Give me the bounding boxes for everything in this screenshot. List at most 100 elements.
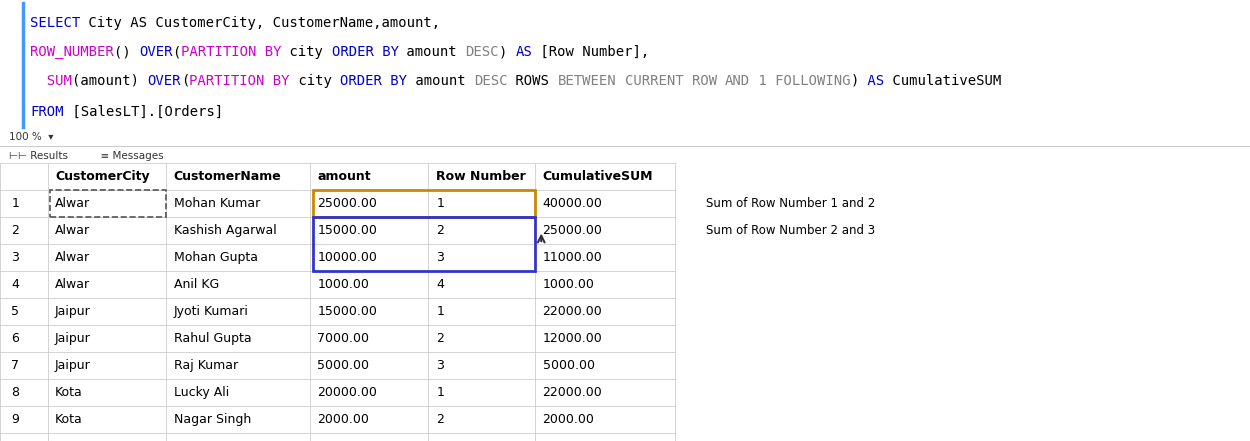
Text: 7000.00: 7000.00 <box>318 332 370 345</box>
Text: (amount): (amount) <box>72 74 148 88</box>
Text: 8: 8 <box>11 386 19 399</box>
Text: ≡ Messages: ≡ Messages <box>94 151 164 161</box>
Text: ORDER BY: ORDER BY <box>331 45 399 59</box>
Text: ROW_NUMBER: ROW_NUMBER <box>30 45 114 59</box>
Text: 2: 2 <box>11 224 19 237</box>
Text: 3: 3 <box>436 359 444 372</box>
Text: AS: AS <box>859 74 884 88</box>
Text: Jaipur: Jaipur <box>55 359 91 372</box>
Text: Alwar: Alwar <box>55 197 90 210</box>
Text: ⊢⊢ Results: ⊢⊢ Results <box>9 151 68 161</box>
Text: 6: 6 <box>11 332 19 345</box>
Text: 1: 1 <box>436 386 444 399</box>
Text: 10000.00: 10000.00 <box>318 251 378 264</box>
Text: CURRENT ROW: CURRENT ROW <box>625 74 716 88</box>
Text: Rahul Gupta: Rahul Gupta <box>174 332 251 345</box>
Text: City AS CustomerCity, CustomerName,amount,: City AS CustomerCity, CustomerName,amoun… <box>80 16 440 30</box>
Text: SUM: SUM <box>30 74 72 88</box>
Text: 20000.00: 20000.00 <box>318 386 378 399</box>
Text: 22000.00: 22000.00 <box>542 386 602 399</box>
Text: PARTITION BY: PARTITION BY <box>181 45 281 59</box>
Text: 2000.00: 2000.00 <box>318 413 370 426</box>
Text: OVER: OVER <box>139 45 172 59</box>
Text: OVER: OVER <box>148 74 181 88</box>
Text: Lucky Ali: Lucky Ali <box>174 386 229 399</box>
Text: amount: amount <box>399 45 465 59</box>
Text: Kota: Kota <box>55 386 82 399</box>
Text: Sum of Row Number 2 and 3: Sum of Row Number 2 and 3 <box>706 224 875 237</box>
Text: Sum of Row Number 1 and 2: Sum of Row Number 1 and 2 <box>706 197 875 210</box>
Text: CumulativeSUM: CumulativeSUM <box>884 74 1001 88</box>
Text: 5000.00: 5000.00 <box>542 359 595 372</box>
Text: [Row Number],: [Row Number], <box>532 45 650 59</box>
Text: Kota: Kota <box>55 413 82 426</box>
Text: Alwar: Alwar <box>55 224 90 237</box>
Text: 1000.00: 1000.00 <box>318 278 370 291</box>
Text: Row Number: Row Number <box>436 170 526 183</box>
Text: DESC: DESC <box>465 45 499 59</box>
Text: CumulativeSUM: CumulativeSUM <box>542 170 652 183</box>
Text: 3: 3 <box>11 251 19 264</box>
Text: SELECT: SELECT <box>30 16 80 30</box>
Text: [SalesLT].[Orders]: [SalesLT].[Orders] <box>64 105 222 119</box>
Text: 1: 1 <box>436 305 444 318</box>
Text: 1: 1 <box>11 197 19 210</box>
Text: 2: 2 <box>436 224 444 237</box>
Text: 25000.00: 25000.00 <box>318 197 378 210</box>
Text: Anil KG: Anil KG <box>174 278 219 291</box>
Text: (: ( <box>173 45 181 59</box>
Text: 11000.00: 11000.00 <box>542 251 602 264</box>
Text: amount: amount <box>318 170 371 183</box>
Text: DESC: DESC <box>474 74 508 88</box>
Text: (: ( <box>181 74 189 88</box>
Text: CustomerName: CustomerName <box>174 170 281 183</box>
Text: 4: 4 <box>11 278 19 291</box>
Text: Mohan Gupta: Mohan Gupta <box>174 251 258 264</box>
Text: 3: 3 <box>436 251 444 264</box>
Text: PARTITION BY: PARTITION BY <box>189 74 290 88</box>
Text: BETWEEN: BETWEEN <box>558 74 616 88</box>
Text: ORDER BY: ORDER BY <box>340 74 406 88</box>
Bar <box>312 217 535 271</box>
Text: 1: 1 <box>436 197 444 210</box>
Text: Jaipur: Jaipur <box>55 305 91 318</box>
Text: 2: 2 <box>436 332 444 345</box>
Text: 1 FOLLOWING: 1 FOLLOWING <box>750 74 851 88</box>
Text: ): ) <box>851 74 859 88</box>
Text: 2000.00: 2000.00 <box>542 413 595 426</box>
Text: AND: AND <box>725 74 750 88</box>
Text: 100 %  ▾: 100 % ▾ <box>9 132 54 142</box>
Text: 7: 7 <box>11 359 19 372</box>
Text: ROWS: ROWS <box>508 74 558 88</box>
Text: 2: 2 <box>436 413 444 426</box>
Text: 5000.00: 5000.00 <box>318 359 370 372</box>
Text: 5: 5 <box>11 305 19 318</box>
Text: ): ) <box>499 45 516 59</box>
Text: city: city <box>281 45 331 59</box>
Bar <box>312 190 535 217</box>
Text: Nagar Singh: Nagar Singh <box>174 413 251 426</box>
Text: AS: AS <box>516 45 532 59</box>
Bar <box>50 190 166 217</box>
Text: Alwar: Alwar <box>55 251 90 264</box>
Text: 9: 9 <box>11 413 19 426</box>
Text: FROM: FROM <box>30 105 64 119</box>
Text: Jaipur: Jaipur <box>55 332 91 345</box>
Text: city: city <box>290 74 340 88</box>
Text: Mohan Kumar: Mohan Kumar <box>174 197 260 210</box>
Text: 1000.00: 1000.00 <box>542 278 595 291</box>
Text: 40000.00: 40000.00 <box>542 197 602 210</box>
Text: 15000.00: 15000.00 <box>318 305 378 318</box>
Text: 12000.00: 12000.00 <box>542 332 602 345</box>
Text: Kashish Agarwal: Kashish Agarwal <box>174 224 276 237</box>
Text: 22000.00: 22000.00 <box>542 305 602 318</box>
Text: 15000.00: 15000.00 <box>318 224 378 237</box>
Text: Jyoti Kumari: Jyoti Kumari <box>174 305 249 318</box>
Text: CustomerCity: CustomerCity <box>55 170 150 183</box>
Text: 4: 4 <box>436 278 444 291</box>
Text: amount: amount <box>406 74 474 88</box>
Text: (): () <box>114 45 139 59</box>
Text: Raj Kumar: Raj Kumar <box>174 359 238 372</box>
Text: 25000.00: 25000.00 <box>542 224 602 237</box>
Text: Alwar: Alwar <box>55 278 90 291</box>
